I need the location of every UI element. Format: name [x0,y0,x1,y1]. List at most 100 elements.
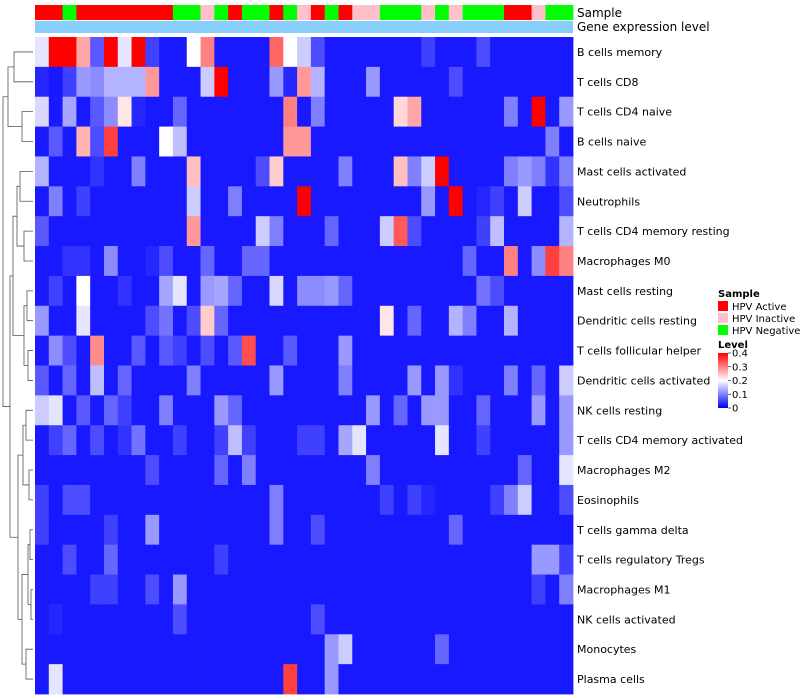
heatmap-cell [545,246,560,277]
heatmap-cell [559,305,574,337]
heatmap-cell [283,574,298,605]
heatmap-cell [421,544,436,575]
sample-annotation-cell [324,5,339,20]
heatmap-cell [186,246,201,277]
heatmap-cell [90,156,105,187]
sample-legend-label: HPV Negative [732,326,800,337]
heatmap-cell [490,395,505,426]
heatmap-cell [421,455,436,486]
heatmap-cell [531,365,546,396]
sample-annotation-cell [186,5,201,20]
sample-annotation-cell [476,5,491,20]
heatmap-cell [131,365,146,396]
heatmap-cell [103,156,119,187]
row-label: Macrophages M0 [577,255,670,268]
heatmap-cell [545,37,560,68]
heatmap-cell [90,216,105,247]
heatmap-cell [531,514,546,546]
heatmap-cell [531,484,546,516]
heatmap-cell [241,484,257,516]
heatmap-cell [310,126,326,157]
heatmap-cell [407,246,422,277]
heatmap-cell [228,634,243,665]
heatmap-cell [338,365,353,396]
heatmap-cell [393,246,408,277]
heatmap-cell [186,66,201,98]
heatmap-cell [214,664,229,695]
heatmap-cell [200,425,215,456]
heatmap-cell [145,455,160,486]
heatmap-cell [379,275,395,307]
heatmap-cell [435,484,450,516]
heatmap-cell [103,305,119,337]
heatmap-cell [545,604,560,635]
sample-annotation-cell [545,5,560,20]
heatmap-cell [393,664,408,695]
heatmap-cell [504,634,519,665]
heatmap-cell [200,275,215,307]
heatmap-cell [186,514,201,546]
heatmap-cell [269,156,284,187]
heatmap-cell [297,484,312,516]
heatmap-cell [186,156,201,187]
heatmap-cell [379,37,395,68]
heatmap-cell [531,425,546,456]
dendrogram-branch [28,469,33,501]
heatmap-cell [269,305,284,337]
heatmap-cell [517,365,533,396]
heatmap-cell [338,216,353,247]
heatmap-cell [255,634,270,665]
heatmap-cell [103,604,119,635]
heatmap-cell [297,365,312,396]
heatmap-cell [131,156,146,187]
heatmap-cell [338,574,353,605]
heatmap-cell [76,246,91,277]
heatmap-cell [35,604,50,635]
heatmap-cell [228,246,243,277]
heatmap-cell [200,126,215,157]
heatmap-cell [172,484,188,516]
heatmap-cell [103,186,119,217]
heatmap-cell [379,305,395,337]
heatmap-cell [393,514,408,546]
sample-track-label: Sample [577,6,622,20]
heatmap-cell [379,216,395,247]
heatmap-cell [407,305,422,337]
heatmap-cell [324,395,339,426]
heatmap-cell [283,455,298,486]
heatmap-cell [324,544,339,575]
heatmap-cell [76,126,91,157]
heatmap-cell [435,275,450,307]
heatmap-cell [76,186,91,217]
heatmap-cell [297,634,312,665]
heatmap-cell [48,37,63,68]
heatmap-cell [448,335,464,366]
heatmap-cell [324,604,339,635]
heatmap-cell [186,484,201,516]
heatmap-cell [379,365,395,396]
heatmap-cell [35,96,50,127]
heatmap-cell [269,514,284,546]
heatmap-cell [241,335,257,366]
sample-annotation-cell [352,5,367,20]
heatmap-cell [159,66,174,98]
heatmap-cell [90,66,105,98]
heatmap-cell [76,634,91,665]
heatmap-cell [283,425,298,456]
heatmap-cell [531,216,546,247]
heatmap-cell [462,425,477,456]
heatmap-cell [200,395,215,426]
sample-annotation-cell [297,5,312,20]
heatmap-cell [310,37,326,68]
heatmap-cell [255,335,270,366]
heatmap-cell [421,37,436,68]
heatmap-cell [297,246,312,277]
heatmap-cell [131,216,146,247]
heatmap-cell [448,275,464,307]
sample-legend-label: HPV Active [732,302,787,313]
dendrogram-branch [21,111,33,142]
heatmap-cell [421,335,436,366]
heatmap-cell [35,126,50,157]
heatmap-cell [228,305,243,337]
heatmap-cell [186,96,201,127]
